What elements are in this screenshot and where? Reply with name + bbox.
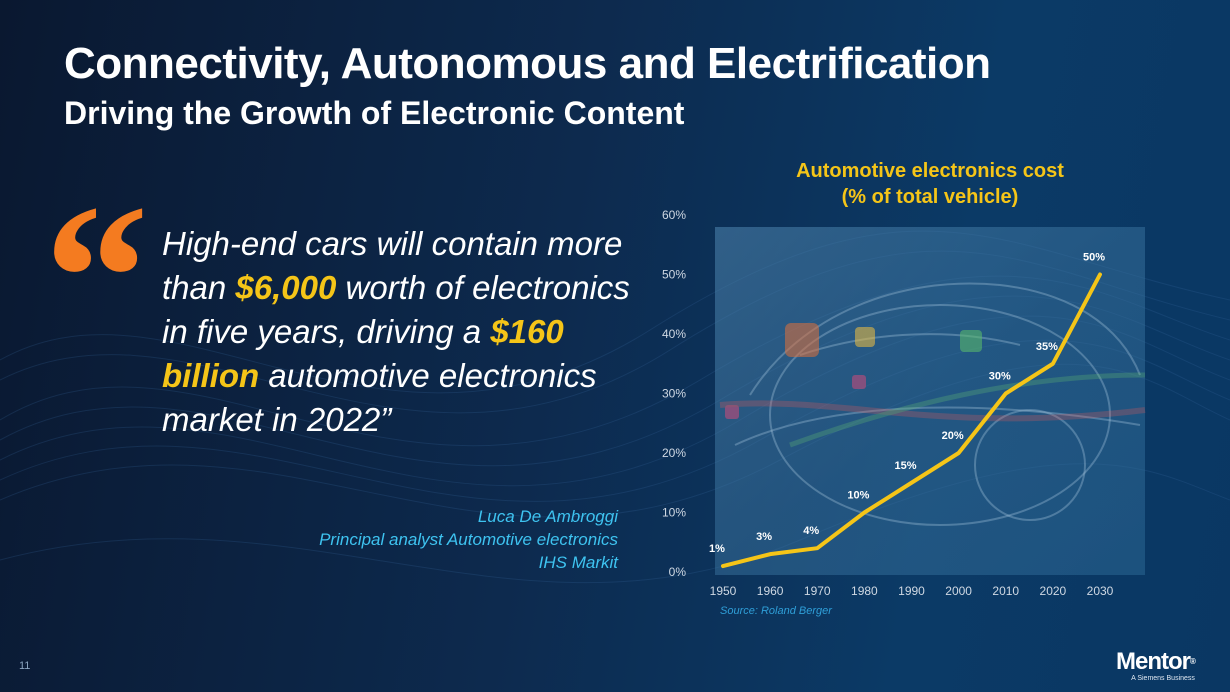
quote-part-3: automotive electronics market in 2022” <box>162 357 597 438</box>
y-tick-label: 60% <box>662 208 686 222</box>
x-axis: 1950 1960 1970 1980 1990 2000 2010 2020 2030 <box>710 584 1114 598</box>
chart-title-line-2: (% of total vehicle) <box>841 186 1019 208</box>
x-tick-label: 1970 <box>804 584 831 598</box>
attribution-role: Principal analyst Automotive electronics <box>319 530 618 549</box>
x-tick-label: 1960 <box>757 584 784 598</box>
data-label: 50% <box>1083 252 1105 264</box>
data-labels: 1% 3% 4% 10% 15% 20% 30% 35% 50% <box>709 252 1105 556</box>
data-label: 20% <box>942 430 964 442</box>
chart-source: Source: Roland Berger <box>720 605 832 617</box>
quote-highlight-market: $160 billion <box>162 313 564 394</box>
data-label: 1% <box>709 543 725 555</box>
quote-text: High-end cars will contain more than $6,… <box>162 222 632 442</box>
attribution-name: Luca De Ambroggi <box>477 507 618 526</box>
chart-title-line-1: Automotive electronics cost <box>796 160 1064 182</box>
y-tick-label: 20% <box>662 446 686 460</box>
y-tick-label: 50% <box>662 268 686 282</box>
page-number: 11 <box>19 660 31 672</box>
y-tick-label: 0% <box>669 565 687 579</box>
y-tick-label: 40% <box>662 327 686 341</box>
x-tick-label: 1950 <box>710 584 737 598</box>
y-axis: 0% 10% 20% 30% 40% 50% 60% <box>662 208 686 579</box>
open-quote-icon: “ <box>44 162 149 394</box>
company-logo: Mentor® A Siemens Business <box>1116 648 1196 683</box>
quote-part-1: High-end cars will contain more than <box>162 225 623 306</box>
chart-plot-background <box>715 227 1145 575</box>
app-icons-decoration <box>719 323 1146 448</box>
data-label: 3% <box>756 531 772 543</box>
quote-highlight-price: $6,000 <box>235 269 337 306</box>
x-tick-label: 1980 <box>851 584 878 598</box>
attribution-org: IHS Markit <box>538 553 618 572</box>
quote-attribution: Luca De Ambroggi Principal analyst Autom… <box>319 505 618 574</box>
slide-subtitle: Driving the Growth of Electronic Content <box>64 95 685 131</box>
x-tick-label: 2000 <box>945 584 972 598</box>
x-tick-label: 2010 <box>992 584 1019 598</box>
x-tick-label: 2020 <box>1040 584 1067 598</box>
y-tick-label: 10% <box>662 506 686 520</box>
data-label: 15% <box>894 460 916 472</box>
data-label: 10% <box>847 490 869 502</box>
logo-registered-mark: ® <box>1190 657 1196 666</box>
logo-text: Mentor <box>1116 648 1191 675</box>
logo-tagline: A Siemens Business <box>1131 675 1195 682</box>
slide-title: Connectivity, Autonomous and Electrifica… <box>64 39 991 88</box>
data-label: 30% <box>989 371 1011 383</box>
logo-wordmark: Mentor® <box>1116 648 1196 675</box>
quote-part-2: worth of electronics in five years, driv… <box>162 269 630 350</box>
cost-line-chart: 0% 10% 20% 30% 40% 50% 60% 1950 1960 1970 1980 199… <box>662 208 1146 598</box>
y-tick-label: 30% <box>662 387 686 401</box>
x-tick-label: 1990 <box>898 584 925 598</box>
x-tick-label: 2030 <box>1087 584 1114 598</box>
data-label: 35% <box>1036 341 1058 353</box>
cost-series-line <box>721 272 1102 569</box>
data-label: 4% <box>803 525 819 537</box>
series-line <box>721 272 1102 569</box>
chart-title: Automotive electronics cost (% of total … <box>760 158 1100 210</box>
